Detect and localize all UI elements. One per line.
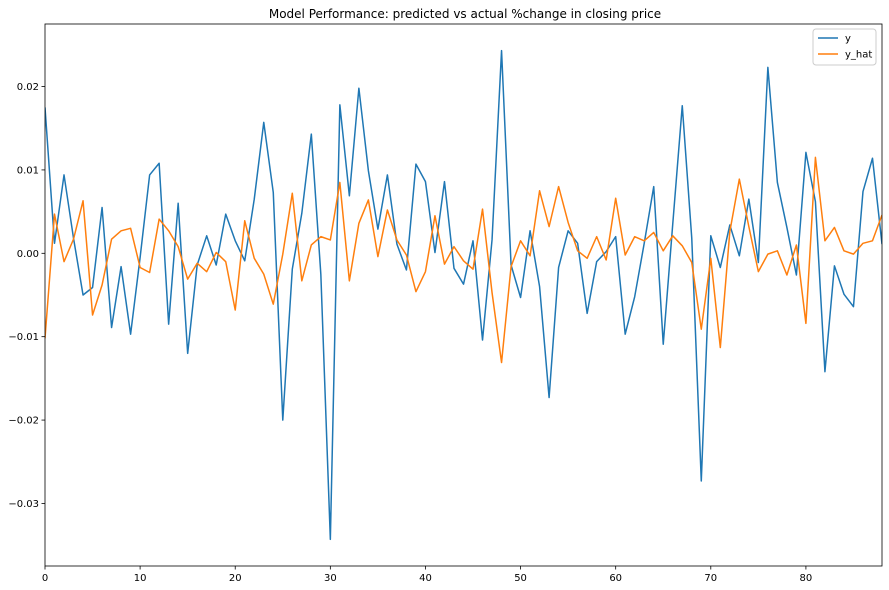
x-tick-label: 80	[800, 573, 813, 584]
x-tick-label: 50	[514, 573, 527, 584]
y-tick-label: 0.01	[17, 165, 39, 176]
y-tick-label: −0.01	[8, 332, 39, 343]
legend: y y_hat	[812, 28, 877, 66]
x-tick-label: 30	[324, 573, 337, 584]
y-tick-label: −0.03	[8, 499, 39, 510]
y-tick-label: 0.02	[17, 82, 39, 93]
y-tick-label: 0.00	[17, 249, 39, 260]
x-tick-label: 60	[609, 573, 622, 584]
series-layer	[45, 49, 882, 541]
axes-layer: 0 10 20 30 40 50 60 70 80 −0.03 −0.02 −0.01 0.00 0.01…	[8, 23, 883, 584]
legend-label-y-hat: y_hat	[845, 50, 872, 61]
x-tick-label: 40	[419, 573, 432, 584]
y-tick-label: −0.02	[8, 416, 39, 427]
legend-label-y: y	[845, 34, 851, 45]
series-line-y-hat	[45, 156, 882, 364]
series-line-y	[45, 49, 882, 541]
plot-frame	[44, 23, 883, 567]
x-tick-label: 10	[134, 573, 147, 584]
x-tick-label: 20	[229, 573, 242, 584]
x-tick-label: 0	[42, 573, 48, 584]
chart-title: Model Performance: predicted vs actual %…	[269, 7, 661, 21]
x-tick-label: 70	[704, 573, 717, 584]
